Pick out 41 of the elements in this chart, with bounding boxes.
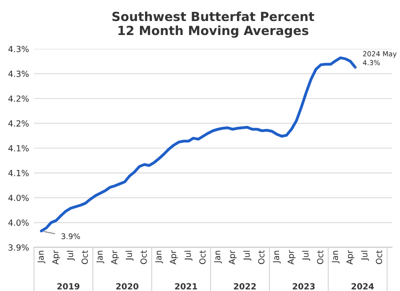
line-series <box>40 56 357 232</box>
text: 2019 <box>57 283 80 290</box>
x-tick-label: Jul <box>66 250 75 261</box>
text: 2023 <box>292 283 315 290</box>
y-tick-label: 4.3% <box>8 70 29 77</box>
x-tick-label: Jul <box>302 250 310 261</box>
x-tick-label: Jan <box>332 250 340 264</box>
text: 2024 <box>352 283 374 290</box>
x-tick-label: Apr <box>52 250 60 264</box>
x-tick-label: Oct <box>258 250 264 264</box>
x-tick-label: Oct <box>376 250 382 264</box>
x-tick-label: Jan <box>214 250 222 264</box>
x-tick-label: Oct <box>140 250 147 264</box>
y-tick-label: 4.1% <box>8 170 29 176</box>
y-tick-label: 4.2% <box>8 120 29 127</box>
y-tick-label: 4.3% <box>8 46 29 52</box>
x-tick-label: Apr <box>170 250 178 264</box>
x-tick-label: Jan <box>96 250 104 264</box>
x-tick-label: Apr <box>111 250 119 264</box>
x-tick-label: Oct <box>317 250 324 264</box>
x-tick-label: Jan <box>155 250 164 264</box>
x-tick-label: Jul <box>360 250 369 261</box>
x-tick-label: Jan <box>38 250 46 264</box>
y-tick-label: 4.0% <box>8 194 29 202</box>
text: 2022 <box>234 283 256 290</box>
x-tick-label: Oct <box>199 250 206 264</box>
y-tick-label: 4.2% <box>8 95 29 102</box>
x-tick-label: Apr <box>228 250 237 264</box>
text: 2020 <box>116 283 138 290</box>
y-tick-label: 3.9% <box>8 244 29 251</box>
x-tick-label: Jan <box>272 250 281 264</box>
text: 2021 <box>175 283 198 290</box>
chart-title: Southwest Butterfat Percent 12 Month Moving Averages <box>112 12 314 38</box>
x-tick-label: Jul <box>243 250 252 261</box>
x-tick-label: Apr <box>346 250 354 264</box>
y-tick-label: 4.0% <box>8 220 29 226</box>
x-tick-label: Apr <box>288 250 296 264</box>
y-tick-label: 4.1% <box>8 145 29 152</box>
x-tick-label: Jul <box>184 250 192 261</box>
x-tick-label: Jul <box>126 250 134 261</box>
x-tick-label: Oct <box>82 250 88 264</box>
